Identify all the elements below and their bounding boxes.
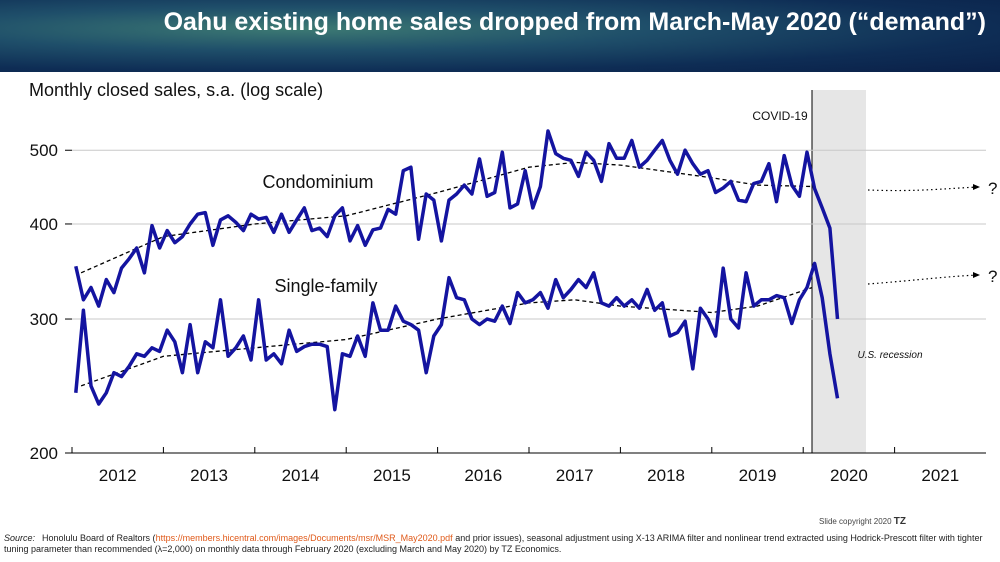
x-tick-label: 2012 bbox=[99, 466, 137, 485]
series-line bbox=[74, 129, 840, 320]
x-tick-label: 2018 bbox=[647, 466, 685, 485]
trend-line bbox=[80, 161, 813, 274]
recession-shade bbox=[812, 90, 866, 453]
single-family-label: Single-family bbox=[274, 276, 377, 296]
y-tick-label: 300 bbox=[30, 310, 58, 329]
x-tick-label: 2020 bbox=[830, 466, 868, 485]
brand: TZ bbox=[893, 516, 906, 527]
source-url: https://members.hicentral.com/images/Doc… bbox=[155, 533, 453, 543]
condo-label: Condominium bbox=[262, 172, 373, 192]
y-tick-label: 500 bbox=[30, 141, 58, 160]
x-tick-label: 2015 bbox=[373, 466, 411, 485]
y-tick-label: 200 bbox=[30, 444, 58, 463]
sf-question: ? bbox=[988, 267, 997, 286]
slide-title: Oahu existing home sales dropped from Ma… bbox=[163, 8, 986, 36]
x-tick-label: 2017 bbox=[556, 466, 594, 485]
arrowhead bbox=[973, 184, 980, 190]
condo-projection bbox=[867, 186, 981, 192]
header-banner: Oahu existing home sales dropped from Ma… bbox=[0, 0, 1000, 72]
source-note: Source: Honolulu Board of Realtors (https… bbox=[4, 533, 994, 555]
source-label: Source: bbox=[4, 533, 36, 543]
x-tick-label: 2014 bbox=[282, 466, 320, 485]
condo-question: ? bbox=[988, 179, 997, 198]
x-tick-label: 2013 bbox=[190, 466, 228, 485]
x-tick-label: 2021 bbox=[921, 466, 959, 485]
arrowhead bbox=[973, 272, 980, 278]
chart: Monthly closed sales, s.a. (log scale) C… bbox=[29, 80, 997, 485]
sf-projection bbox=[867, 274, 981, 285]
source-rest: and prior issues), seasonal adjustment u… bbox=[4, 533, 983, 554]
source-prefix: Honolulu Board of Realtors ( bbox=[42, 533, 156, 543]
x-tick-label: 2019 bbox=[739, 466, 777, 485]
x-tick-label: 2016 bbox=[464, 466, 502, 485]
recession-label: U.S. recession bbox=[857, 350, 922, 361]
copyright-text: Slide copyright 2020 bbox=[819, 517, 892, 526]
y-axis-title: Monthly closed sales, s.a. (log scale) bbox=[29, 80, 323, 100]
covid-label: COVID-19 bbox=[752, 109, 808, 123]
copyright: Slide copyright 2020 TZ bbox=[819, 516, 906, 527]
y-tick-label: 400 bbox=[30, 215, 58, 234]
series-line bbox=[74, 261, 840, 412]
